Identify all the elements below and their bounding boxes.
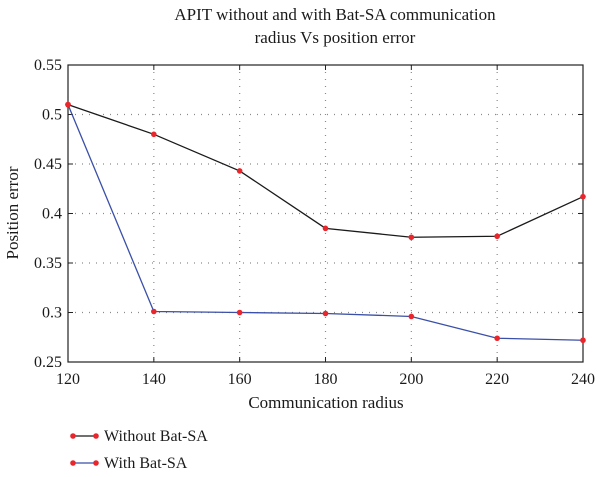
data-point (236, 309, 243, 316)
data-point (65, 101, 71, 108)
y-tick-label: 0.3 (42, 305, 62, 322)
y-tick-label: 0.4 (42, 206, 62, 223)
x-tick-label: 200 (399, 371, 423, 388)
x-tick-label: 220 (485, 371, 509, 388)
legend-swatch-marker (93, 433, 99, 439)
legend: Without Bat-SA With Bat-SA (70, 428, 208, 472)
y-tick-label: 0.35 (34, 255, 62, 272)
x-tick-label: 160 (228, 371, 252, 388)
legend-label: With Bat-SA (104, 455, 188, 472)
series-line (67, 104, 584, 341)
data-point (580, 337, 586, 344)
chart-title-line-1: APIT without and with Bat-SA communicati… (174, 5, 496, 24)
tick-labels: 120 140 160 180 200 220 240 0.25 0.3 0.35 0.4 0.45 0… (34, 57, 595, 388)
grid (68, 65, 583, 362)
data-point (494, 233, 500, 240)
data-point (580, 193, 586, 200)
x-tick-label: 240 (571, 371, 595, 388)
legend-swatch-marker (70, 460, 76, 466)
data-point (322, 310, 329, 317)
chart-title-line-2: radius Vs position error (255, 28, 416, 47)
y-tick-label: 0.25 (34, 354, 62, 371)
data-point (408, 234, 415, 241)
y-tick-label: 0.45 (34, 156, 62, 173)
data-point (151, 308, 157, 315)
data-point (408, 313, 415, 320)
x-axis-label: Communication radius (248, 393, 403, 412)
x-tick-label: 180 (314, 371, 338, 388)
legend-item-0: Without Bat-SA (70, 428, 208, 445)
legend-item-1: With Bat-SA (70, 455, 188, 472)
legend-swatch-marker (93, 460, 99, 466)
y-tick-label: 0.55 (34, 57, 62, 74)
y-axis-label: Position error (3, 166, 22, 259)
data-point (494, 335, 500, 342)
series (65, 101, 586, 344)
data-point (322, 225, 329, 232)
legend-label: Without Bat-SA (104, 428, 208, 445)
data-point (151, 131, 157, 138)
data-point (236, 168, 243, 174)
series-0 (65, 101, 586, 241)
ticks (67, 64, 584, 363)
legend-swatch-marker (70, 433, 76, 439)
series-1 (65, 101, 586, 344)
x-tick-label: 140 (142, 371, 166, 388)
x-tick-label: 120 (56, 371, 80, 388)
y-tick-label: 0.5 (42, 107, 62, 124)
